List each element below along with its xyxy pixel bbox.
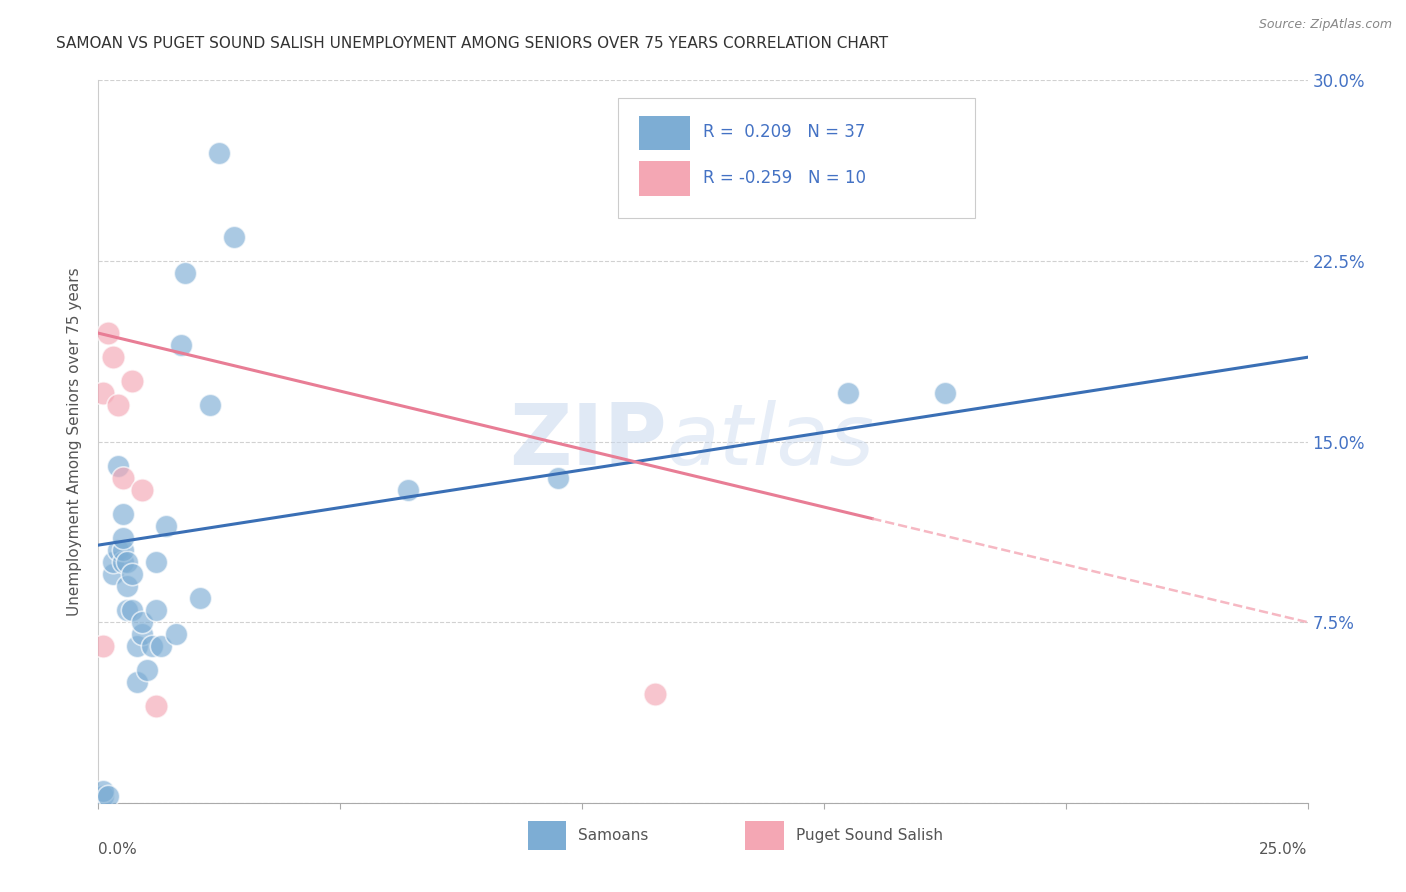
Point — [165, 627, 187, 641]
Point — [131, 627, 153, 641]
FancyBboxPatch shape — [527, 821, 567, 850]
Point — [117, 603, 139, 617]
Point — [101, 555, 124, 569]
Point — [91, 784, 114, 798]
Text: SAMOAN VS PUGET SOUND SALISH UNEMPLOYMENT AMONG SENIORS OVER 75 YEARS CORRELATIO: SAMOAN VS PUGET SOUND SALISH UNEMPLOYMEN… — [56, 36, 889, 51]
Text: ZIP: ZIP — [509, 400, 666, 483]
Point — [91, 386, 114, 401]
Point — [396, 483, 419, 497]
Point — [141, 639, 163, 653]
Text: Puget Sound Salish: Puget Sound Salish — [796, 828, 943, 843]
Point — [188, 591, 211, 605]
Point — [91, 639, 114, 653]
Point — [101, 350, 124, 364]
Point — [127, 639, 149, 653]
Point — [131, 615, 153, 630]
Point — [155, 518, 177, 533]
Point — [127, 675, 149, 690]
Point — [107, 458, 129, 473]
Point — [150, 639, 173, 653]
Point — [111, 555, 134, 569]
Point — [837, 386, 859, 401]
Point — [107, 542, 129, 557]
Point — [111, 542, 134, 557]
Text: Samoans: Samoans — [578, 828, 648, 843]
Point — [145, 555, 167, 569]
Point — [198, 398, 221, 412]
FancyBboxPatch shape — [638, 161, 690, 196]
Point — [145, 699, 167, 714]
FancyBboxPatch shape — [638, 116, 690, 151]
Point — [135, 664, 157, 678]
Point — [111, 470, 134, 484]
Point — [121, 603, 143, 617]
Point — [121, 374, 143, 388]
Point — [169, 338, 191, 352]
FancyBboxPatch shape — [745, 821, 785, 850]
Point — [547, 470, 569, 484]
Point — [117, 555, 139, 569]
Point — [644, 687, 666, 701]
FancyBboxPatch shape — [619, 98, 976, 218]
Y-axis label: Unemployment Among Seniors over 75 years: Unemployment Among Seniors over 75 years — [67, 268, 83, 615]
Point — [131, 483, 153, 497]
Text: R = -0.259   N = 10: R = -0.259 N = 10 — [703, 169, 866, 186]
Text: R =  0.209   N = 37: R = 0.209 N = 37 — [703, 123, 865, 141]
Point — [208, 145, 231, 160]
Point — [111, 531, 134, 545]
Text: 0.0%: 0.0% — [98, 842, 138, 857]
Point — [101, 567, 124, 582]
Point — [222, 230, 245, 244]
Point — [145, 603, 167, 617]
Point — [97, 789, 120, 803]
Point — [97, 326, 120, 340]
Point — [107, 398, 129, 412]
Point — [111, 507, 134, 521]
Text: atlas: atlas — [666, 400, 875, 483]
Point — [91, 789, 114, 803]
Point — [121, 567, 143, 582]
Point — [174, 266, 197, 280]
Point — [934, 386, 956, 401]
Text: Source: ZipAtlas.com: Source: ZipAtlas.com — [1258, 18, 1392, 31]
Text: 25.0%: 25.0% — [1260, 842, 1308, 857]
Point — [117, 579, 139, 593]
